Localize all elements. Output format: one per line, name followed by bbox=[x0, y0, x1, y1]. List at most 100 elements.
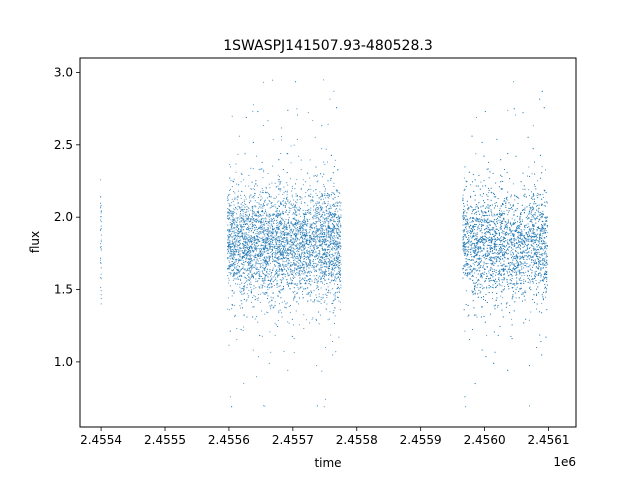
data-point bbox=[290, 222, 292, 225]
data-point bbox=[234, 241, 236, 243]
data-point bbox=[259, 215, 261, 217]
data-point bbox=[318, 255, 320, 257]
data-point bbox=[277, 241, 279, 243]
data-point bbox=[303, 266, 305, 268]
data-point bbox=[321, 232, 323, 234]
data-point bbox=[250, 250, 252, 252]
data-point bbox=[244, 153, 246, 155]
data-point bbox=[313, 235, 315, 237]
data-point bbox=[330, 248, 332, 250]
data-point bbox=[314, 208, 316, 210]
data-point bbox=[249, 264, 251, 267]
data-point bbox=[301, 252, 303, 254]
data-point bbox=[265, 239, 267, 241]
data-point bbox=[245, 196, 247, 198]
data-point bbox=[229, 264, 231, 266]
data-point bbox=[313, 218, 315, 220]
data-point bbox=[233, 226, 235, 228]
data-point bbox=[233, 232, 235, 234]
data-point bbox=[277, 262, 279, 264]
data-point bbox=[230, 252, 233, 254]
data-point bbox=[234, 206, 236, 208]
data-point bbox=[302, 233, 304, 235]
data-point bbox=[335, 264, 337, 267]
data-point bbox=[321, 227, 323, 230]
data-point bbox=[324, 214, 326, 216]
data-point bbox=[262, 214, 264, 216]
data-point bbox=[327, 123, 329, 125]
data-point bbox=[282, 266, 284, 268]
data-point bbox=[275, 269, 277, 271]
data-point bbox=[257, 236, 259, 238]
data-point bbox=[306, 224, 308, 226]
data-point bbox=[295, 211, 297, 213]
data-point bbox=[294, 268, 296, 270]
data-point bbox=[239, 213, 242, 215]
data-point bbox=[283, 192, 285, 194]
data-point bbox=[295, 237, 297, 239]
data-point bbox=[296, 199, 298, 201]
data-point bbox=[252, 110, 254, 112]
data-point bbox=[301, 277, 304, 279]
data-point bbox=[253, 306, 255, 308]
data-point bbox=[248, 195, 250, 197]
data-point bbox=[250, 292, 252, 294]
data-point bbox=[230, 228, 232, 230]
data-point bbox=[277, 229, 279, 231]
data-point bbox=[262, 202, 265, 204]
data-point bbox=[325, 234, 327, 236]
data-point bbox=[243, 239, 245, 241]
data-point bbox=[245, 261, 247, 263]
data-point bbox=[246, 220, 248, 222]
data-point bbox=[332, 198, 334, 200]
data-point bbox=[307, 243, 309, 245]
data-point bbox=[284, 306, 286, 308]
data-point bbox=[267, 234, 269, 237]
data-point bbox=[243, 226, 246, 228]
data-point bbox=[298, 225, 301, 228]
data-point bbox=[300, 234, 302, 236]
data-point bbox=[233, 230, 235, 232]
data-point bbox=[287, 234, 289, 236]
data-point bbox=[305, 251, 308, 253]
data-point bbox=[227, 216, 229, 218]
data-point bbox=[248, 221, 251, 223]
data-point bbox=[271, 236, 274, 238]
data-point bbox=[337, 251, 339, 253]
data-point bbox=[256, 202, 258, 204]
data-point bbox=[234, 197, 236, 199]
data-point bbox=[315, 266, 317, 268]
data-point bbox=[334, 252, 336, 254]
data-point bbox=[251, 197, 253, 199]
data-point bbox=[325, 266, 327, 268]
data-point bbox=[252, 267, 254, 269]
data-point bbox=[261, 231, 263, 233]
data-point bbox=[332, 249, 334, 251]
data-point bbox=[334, 244, 336, 246]
data-point bbox=[263, 245, 265, 247]
data-point bbox=[268, 216, 270, 218]
data-point bbox=[300, 169, 302, 171]
data-point bbox=[285, 237, 288, 239]
data-point bbox=[238, 270, 240, 272]
data-point bbox=[316, 213, 318, 215]
data-point bbox=[238, 184, 240, 186]
data-point bbox=[304, 245, 306, 247]
data-point bbox=[300, 203, 302, 205]
data-point bbox=[298, 272, 300, 274]
data-point bbox=[248, 185, 250, 187]
data-point bbox=[243, 194, 246, 196]
data-point bbox=[243, 326, 245, 328]
data-point bbox=[234, 253, 236, 255]
data-point bbox=[242, 287, 244, 290]
data-point bbox=[243, 383, 245, 385]
data-point bbox=[335, 351, 337, 353]
data-point bbox=[301, 265, 304, 267]
data-point bbox=[316, 225, 318, 227]
data-point bbox=[260, 245, 262, 247]
data-point bbox=[317, 286, 319, 288]
data-point bbox=[243, 246, 245, 248]
data-point bbox=[321, 233, 324, 235]
data-point bbox=[256, 250, 258, 252]
data-point bbox=[336, 205, 338, 207]
